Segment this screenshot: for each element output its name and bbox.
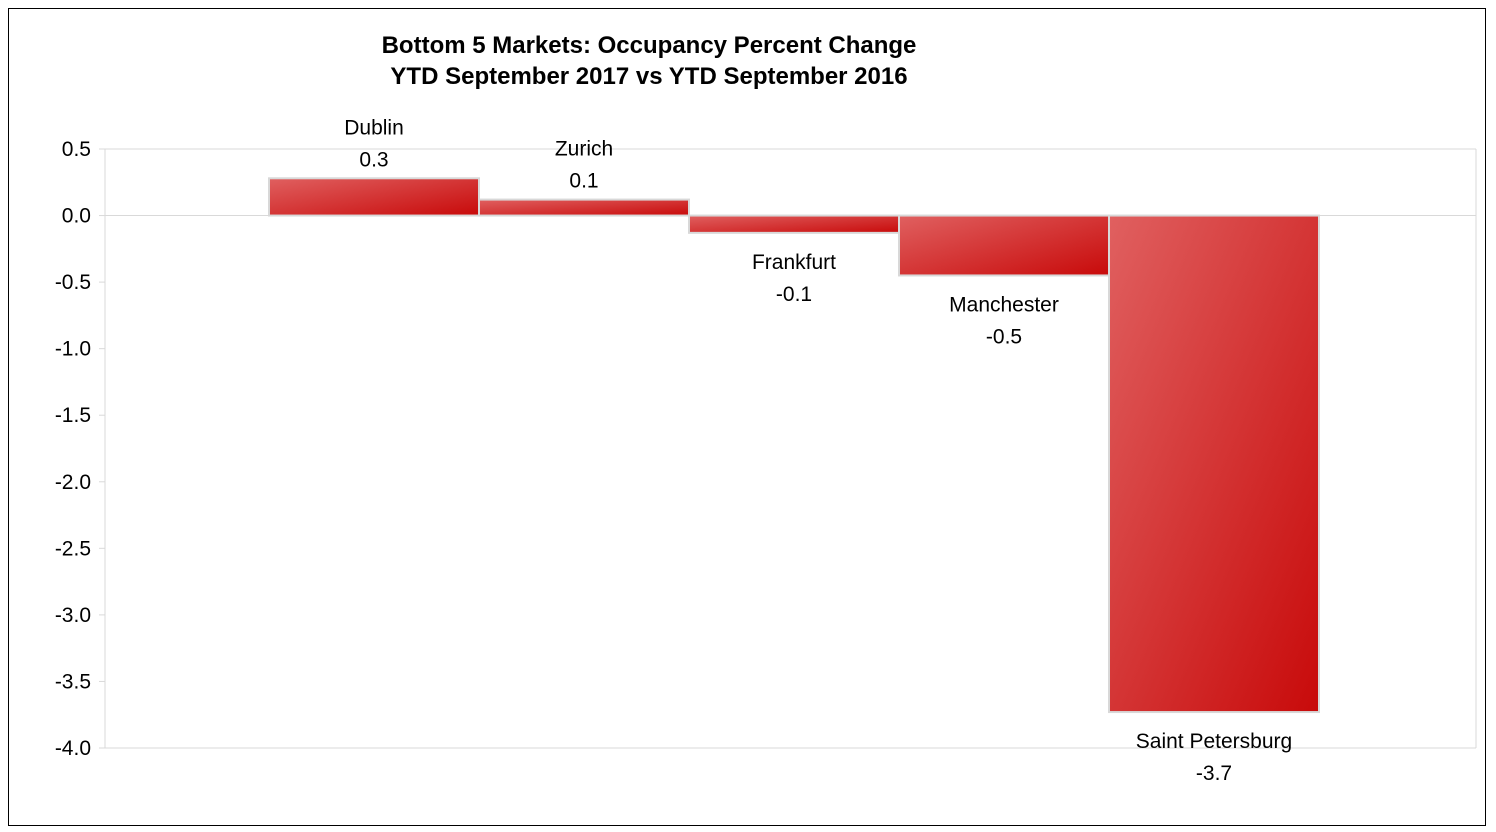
bar-category-label: Dublin [344,116,404,139]
chart-title-line-2: YTD September 2017 vs YTD September 2016 [390,63,907,90]
y-tick-label: -0.5 [55,271,91,294]
bar-category-label: Manchester [949,293,1059,316]
y-tick-label: -2.5 [55,537,91,560]
bar-value-label: 0.1 [569,170,598,193]
bar-value-label: -0.1 [776,283,812,306]
bar [898,214,1110,277]
bar-value-label: -0.5 [986,325,1022,348]
bar [688,214,900,234]
y-tick-label: -3.0 [55,604,91,627]
bar-value-label: 0.3 [359,148,388,171]
chart-title-line-1: Bottom 5 Markets: Occupancy Percent Chan… [382,32,917,59]
y-tick-label: -4.0 [55,737,91,760]
y-tick-label: -1.0 [55,338,91,361]
y-tick-label: -3.5 [55,670,91,693]
chart-frame: Bottom 5 Markets: Occupancy Percent Chan… [8,8,1486,826]
bar-category-label: Saint Petersburg [1136,730,1292,753]
bar-chart: Bottom 5 Markets: Occupancy Percent Chan… [55,32,1477,785]
y-tick-label: 0.0 [62,205,91,228]
plot-area: 0.5 0.0 -0.5 -1.0 -1.5 -2.0 -2.5 -3.0 -3.5 -4.0 Du… [55,116,1477,785]
y-tick-label: -1.5 [55,404,91,427]
bar [1108,214,1320,714]
bar [478,198,690,217]
bar-category-label: Zurich [555,138,613,161]
y-tick-label: -2.0 [55,471,91,494]
bar-value-label: -3.7 [1196,762,1232,785]
y-tick-label: 0.5 [62,138,91,161]
bar-category-label: Frankfurt [752,251,836,274]
bar [268,177,480,217]
